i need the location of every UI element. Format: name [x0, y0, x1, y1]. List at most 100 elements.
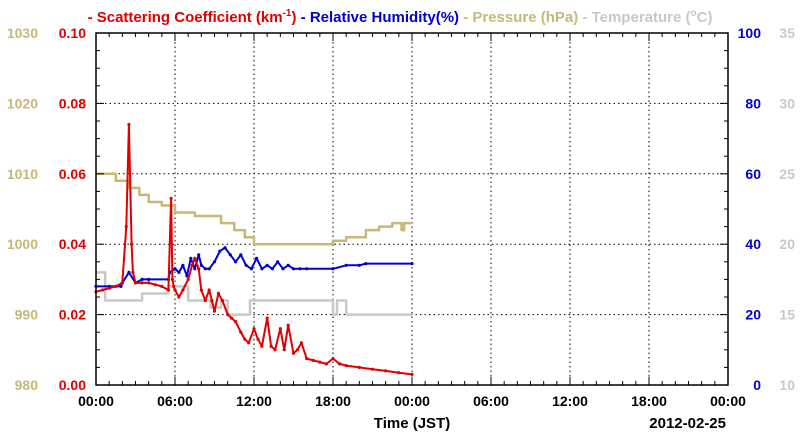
humidity-tick-label: 60: [745, 166, 761, 182]
scattering-coefficient-point: [226, 313, 230, 317]
relative-humidity-point: [260, 267, 264, 271]
legend-tail: ): [292, 9, 297, 26]
scattering-coefficient-point: [147, 281, 151, 285]
relative-humidity-point: [199, 263, 203, 267]
scattering-coefficient-point: [197, 267, 201, 271]
scattering-coefficient-point: [295, 348, 300, 352]
x-tick-label: 00:00: [78, 393, 114, 409]
relative-humidity-point: [140, 277, 144, 281]
temperature-tick-label: 25: [779, 166, 795, 182]
temperature-tick-label: 10: [779, 377, 795, 393]
scattering-coefficient-point: [186, 277, 190, 281]
relative-humidity-point: [119, 284, 123, 288]
scattering-tick-label: 0.06: [59, 166, 86, 182]
scattering-coefficient-point: [114, 284, 118, 288]
scattering-coefficient-point: [199, 288, 203, 292]
legend-entry-3: - Temperature (: [578, 9, 690, 26]
scattering-coefficient-point: [239, 330, 243, 334]
scattering-coefficient-point: [169, 196, 173, 200]
relative-humidity-point: [291, 267, 296, 271]
relative-humidity-point: [218, 249, 222, 253]
legend-superscript: o: [691, 8, 697, 19]
scattering-coefficient-point: [130, 242, 134, 246]
relative-humidity-point: [344, 263, 348, 267]
relative-humidity-point: [410, 262, 414, 266]
scattering-coefficient-point: [140, 281, 144, 285]
humidity-tick-label: 100: [738, 25, 762, 41]
relative-humidity-point: [265, 263, 269, 267]
scattering-coefficient-point: [397, 371, 401, 375]
scattering-coefficient-point: [247, 341, 251, 345]
scattering-coefficient-point: [344, 364, 348, 368]
x-tick-label: 00:00: [394, 393, 430, 409]
legend: - Scattering Coefficient (km-1) - Relati…: [88, 8, 713, 26]
x-axis-title: Time (JST): [374, 415, 450, 432]
scattering-coefficient-point: [324, 362, 328, 366]
scattering-coefficient-point: [172, 284, 176, 288]
legend-superscript: -1: [283, 8, 292, 19]
relative-humidity-point: [255, 256, 259, 260]
scattering-coefficient-point: [101, 288, 105, 292]
scattering-coefficient-point: [133, 281, 138, 285]
relative-humidity-point: [244, 263, 248, 267]
x-tick-label: 00:00: [710, 393, 746, 409]
pressure-tick-label: 1010: [7, 166, 38, 182]
scattering-coefficient-point: [269, 344, 273, 348]
scattering-coefficient-point: [256, 337, 260, 341]
tick-marks: [95, 32, 729, 386]
relative-humidity-point: [177, 270, 181, 274]
x-tick-label: 06:00: [157, 393, 193, 409]
relative-humidity-point: [203, 267, 207, 271]
x-tick-label: 06:00: [473, 393, 509, 409]
scattering-coefficient-point: [286, 323, 290, 327]
scattering-coefficient-point: [410, 372, 414, 376]
legend-entry-1: - Relative Humidity(%): [297, 9, 460, 26]
scattering-coefficient-point: [305, 357, 309, 361]
scattering-coefficient-point: [384, 369, 388, 373]
scattering-tick-label: 0.10: [59, 25, 86, 41]
relative-humidity-point: [281, 267, 285, 271]
x-tick-label: 12:00: [236, 393, 272, 409]
scattering-coefficient-point: [124, 225, 128, 229]
temperature-tick-label: 30: [779, 95, 795, 111]
scattering-coefficient-point: [190, 263, 194, 267]
pressure-tick-label: 1020: [7, 95, 38, 111]
scattering-coefficient-point: [212, 309, 217, 313]
pressure-tick-label: 990: [15, 307, 39, 323]
relative-humidity-point: [276, 260, 280, 264]
relative-humidity-point: [193, 267, 197, 271]
humidity-tick-label: 40: [745, 236, 761, 252]
relative-humidity-point: [147, 277, 151, 281]
relative-humidity-point: [189, 256, 193, 260]
scattering-coefficient-point: [173, 288, 177, 292]
scattering-coefficient-point: [153, 283, 157, 287]
scattering-coefficient-point: [234, 320, 238, 324]
scattering-tick-label: 0.08: [59, 95, 86, 111]
scattering-coefficient-point: [318, 360, 322, 364]
relative-humidity-point: [223, 246, 227, 250]
relative-humidity-point: [286, 263, 290, 267]
relative-humidity-point: [331, 267, 335, 271]
temperature-tick-label: 15: [779, 307, 795, 323]
pressure-tick-label: 1030: [7, 25, 38, 41]
relative-humidity-point: [239, 253, 243, 257]
legend-entry-2: - Pressure (hPa): [459, 9, 578, 26]
scattering-coefficient-point: [207, 288, 211, 292]
scattering-coefficient-point: [230, 316, 234, 320]
legend-entry-0: - Scattering Coefficient (km: [88, 9, 283, 26]
scattering-coefficient-point: [331, 357, 335, 361]
relative-humidity-point: [197, 253, 201, 257]
scattering-coefficient-point: [273, 348, 277, 352]
legend-entries: - Scattering Coefficient (km-1) - Relati…: [88, 8, 713, 26]
relative-humidity-point: [305, 267, 309, 271]
series-layer: [94, 122, 414, 376]
scattering-coefficient-point: [216, 291, 220, 296]
scattering-coefficient-point: [193, 256, 197, 260]
scattering-coefficient-point: [220, 298, 224, 303]
scattering-coefficient-point: [357, 365, 361, 369]
scattering-coefficient-point: [311, 358, 315, 362]
legend-tail: C): [697, 9, 713, 26]
pressure-line: [96, 172, 412, 246]
scattering-coefficient-point: [177, 295, 181, 299]
